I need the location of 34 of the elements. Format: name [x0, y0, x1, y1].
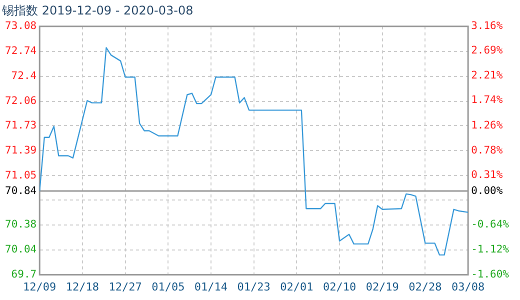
y2-tick-label: 2.69%: [471, 44, 504, 57]
y2-tick-label: -1.12%: [471, 243, 510, 256]
y-tick-label: 71.39: [5, 144, 37, 156]
x-tick-label: 01/05: [152, 280, 185, 294]
x-tick-label: 02/28: [408, 280, 442, 294]
y-tick-label: 72.4: [11, 70, 37, 82]
chart-title: 锡指数 2019-12-09 - 2020-03-08: [1, 3, 194, 18]
y-tick-label: 70.84: [5, 184, 37, 197]
y2-tick-label: 3.16%: [471, 20, 504, 32]
y-tick-label: 70.38: [5, 218, 37, 231]
x-tick-label: 12/27: [108, 280, 142, 294]
x-tick-label: 03/08: [452, 280, 485, 294]
x-tick-label: 01/14: [194, 280, 228, 294]
y2-tick-label: -0.64%: [471, 218, 510, 230]
y-tick-label: 72.74: [5, 45, 37, 58]
x-tick-label: 12/18: [66, 280, 100, 294]
x-tick-label: 01/23: [237, 280, 270, 294]
y2-tick-label: 1.74%: [471, 94, 504, 106]
y-tick-label: 72.06: [5, 95, 37, 108]
x-tick-label: 02/10: [322, 280, 356, 294]
y-tick-label: 71.73: [5, 119, 37, 132]
y2-tick-label: 0.00%: [471, 185, 504, 198]
y2-tick-label: -1.60%: [471, 268, 510, 281]
y-tick-label: 71.05: [5, 169, 37, 182]
x-tick-label: 02/19: [366, 280, 399, 294]
y-tick-label: 70.04: [5, 244, 37, 256]
y2-tick-label: 0.78%: [471, 144, 504, 156]
y2-tick-label: 2.21%: [471, 70, 504, 82]
y2-tick-label: 0.31%: [471, 168, 504, 181]
y2-tick-label: 1.26%: [471, 119, 504, 132]
x-tick-label: 12/09: [23, 280, 56, 294]
x-tick-label: 02/01: [280, 280, 314, 294]
y-tick-label: 69.7: [11, 268, 37, 281]
y-tick-label: 73.08: [5, 20, 37, 32]
